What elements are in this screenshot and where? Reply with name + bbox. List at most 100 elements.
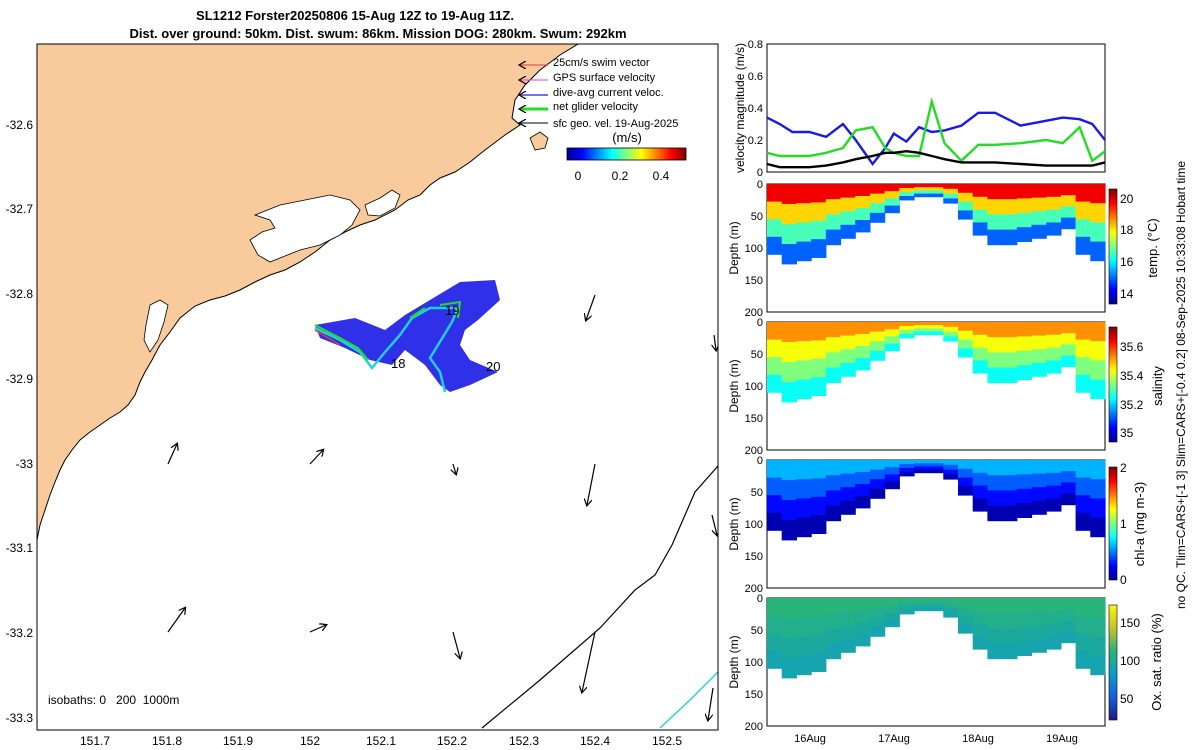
velocity-y-tick: 0.4 — [748, 103, 763, 115]
section-cell — [1031, 197, 1047, 212]
section-cell — [972, 623, 988, 637]
oxygen-panel: 0 50 100 150 200 Depth (m) 150 100 50 Ox… — [727, 593, 1164, 745]
section-cell — [1031, 625, 1047, 640]
section-cell — [781, 500, 797, 521]
section-cell — [796, 460, 812, 480]
section-cell — [972, 610, 988, 624]
section-cell — [928, 460, 944, 464]
section-cell — [899, 460, 915, 465]
section-cell — [987, 505, 1003, 522]
section-cell — [987, 337, 1003, 353]
net-glider-velocity-path — [314, 300, 462, 361]
section-cell — [928, 190, 944, 194]
section-cell — [1046, 498, 1062, 512]
oxygen-y-label: Depth (m) — [727, 635, 741, 688]
section-cell — [1090, 241, 1106, 262]
section-cell — [1031, 460, 1047, 474]
section-cell — [914, 598, 930, 602]
section-cell — [914, 193, 930, 198]
sfc-geo-velocity-arrows — [167, 294, 717, 720]
section-cell — [1046, 610, 1062, 624]
section-cell — [1016, 350, 1033, 366]
section-cell — [781, 322, 797, 343]
velocity-y-tick: 0.8 — [748, 39, 763, 51]
section-cell — [884, 322, 900, 330]
section-cell — [1002, 460, 1018, 476]
section-cell — [781, 244, 797, 265]
sfc-arrow — [708, 687, 714, 720]
section-cell — [914, 604, 930, 608]
section-cell — [767, 339, 783, 358]
velocity-y-tick: 0 — [757, 167, 763, 179]
section-cell — [1090, 598, 1106, 618]
section-cell — [781, 460, 797, 481]
section-cell — [781, 224, 797, 245]
section-cell — [884, 481, 900, 490]
section-cell — [1002, 643, 1018, 660]
section-cell — [1075, 322, 1091, 340]
section-cell — [1016, 460, 1033, 475]
oxygen-colorbar-tick: 150 — [1120, 616, 1140, 630]
velocity-panel: 0 0.2 0.4 0.6 0.8 velocity magnitude (m/… — [733, 39, 1106, 179]
section-cell — [796, 498, 812, 518]
velocity-y-tick: 0.6 — [748, 71, 763, 83]
section-cell — [1090, 322, 1106, 342]
section-cell — [1016, 365, 1033, 380]
legend-colorbar-tick: 0.4 — [653, 169, 670, 183]
section-cell — [781, 658, 797, 679]
section-cell — [855, 598, 871, 611]
section-cell — [1016, 184, 1033, 199]
section-cell — [914, 331, 930, 336]
section-cell — [884, 460, 900, 468]
section-cell — [899, 322, 915, 327]
section-cell — [899, 196, 915, 201]
sfc-arrow — [586, 294, 596, 320]
section-cell — [928, 469, 944, 474]
section-cell — [958, 606, 974, 616]
chla-colorbar-label: chl-a (mg m-3) — [1132, 482, 1147, 567]
section-cell — [796, 241, 812, 262]
section-cell — [825, 505, 842, 522]
section-cell — [987, 199, 1003, 215]
section-cell — [987, 352, 1003, 368]
section-cell — [825, 322, 842, 338]
section-cell — [767, 184, 783, 202]
section-cell — [767, 236, 783, 255]
temperature-colorbar-ticks: 20 18 16 14 — [1120, 192, 1134, 301]
section-cell — [972, 347, 988, 361]
section-cell — [767, 477, 783, 496]
section-cell — [796, 341, 812, 361]
section-cell — [1046, 347, 1062, 361]
section-cell — [825, 352, 842, 368]
section-cell — [884, 619, 900, 628]
section-cell — [855, 322, 871, 335]
section-cell — [958, 184, 974, 194]
temperature-colorbar — [1108, 188, 1118, 305]
section-cell — [1046, 623, 1062, 637]
temperature-y-tick: 200 — [745, 307, 763, 319]
section-cell — [987, 460, 1003, 476]
salinity-colorbar-tick: 35 — [1120, 426, 1134, 440]
sfc-arrow — [309, 450, 323, 465]
section-cell — [869, 469, 886, 480]
day-label: 19 — [445, 303, 459, 318]
section-cell — [811, 634, 827, 654]
legend-net-velocity-label: net glider velocity — [553, 101, 638, 113]
map-y-tick: -33.3 — [6, 711, 34, 725]
section-cell — [1046, 598, 1062, 612]
section-cell — [840, 460, 856, 474]
section-cell — [811, 515, 827, 534]
section-cell — [884, 336, 900, 344]
chla-y-tick: 0 — [757, 455, 763, 467]
section-cell — [825, 460, 842, 476]
section-cell — [1075, 615, 1091, 634]
section-cell — [1060, 322, 1077, 334]
map-y-tick: -32.6 — [6, 118, 34, 132]
section-cell — [825, 598, 842, 614]
section-cell — [811, 377, 827, 396]
section-cell — [972, 460, 988, 474]
section-cell — [1046, 360, 1062, 374]
section-cell — [914, 466, 930, 470]
section-cell — [855, 622, 871, 635]
section-cell — [1002, 613, 1018, 629]
